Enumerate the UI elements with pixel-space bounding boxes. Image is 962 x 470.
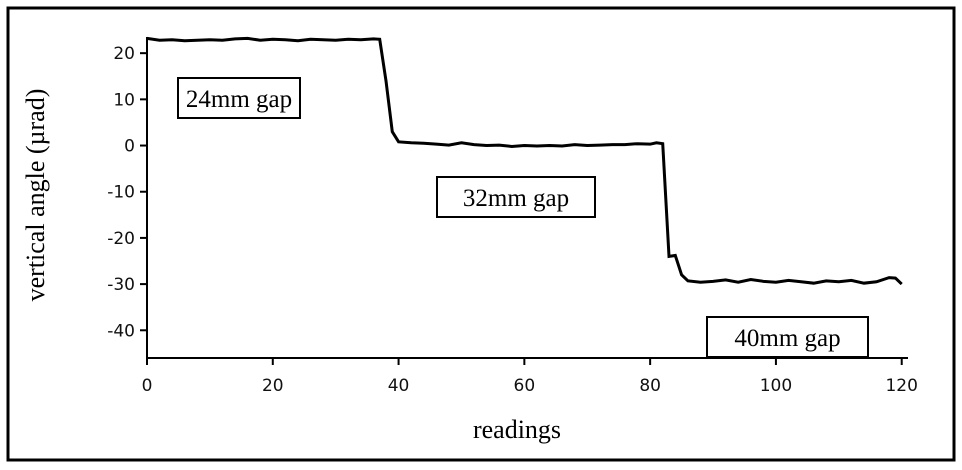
y-tick-label: -10 <box>107 183 135 203</box>
data-line <box>146 36 903 286</box>
x-tick-label: 100 <box>760 376 792 396</box>
y-tick-label: -30 <box>107 275 135 295</box>
annotation: 32mm gap <box>463 185 569 212</box>
y-tick-label: 10 <box>113 90 135 110</box>
annotation-box <box>706 316 869 358</box>
x-tick-label: 40 <box>388 376 410 396</box>
annotation-box <box>436 176 596 218</box>
x-tick-label: 60 <box>514 376 536 396</box>
annotation: 24mm gap <box>186 86 292 113</box>
annotation-box <box>177 77 301 119</box>
annotation: 40mm gap <box>734 325 840 352</box>
x-axis-label: readings <box>473 415 561 444</box>
y-tick-label: 20 <box>113 44 135 64</box>
x-tick-label: 20 <box>262 376 284 396</box>
y-axis-label: vertical angle (µrad) <box>21 89 50 302</box>
x-tick-label: 80 <box>639 376 661 396</box>
y-tick-label: 0 <box>124 137 135 157</box>
x-tick-label: 0 <box>142 376 153 396</box>
frame <box>6 6 956 462</box>
y-tick-label: -40 <box>107 321 135 341</box>
y-tick-label: -20 <box>107 229 135 249</box>
x-tick-label: 120 <box>885 376 917 396</box>
